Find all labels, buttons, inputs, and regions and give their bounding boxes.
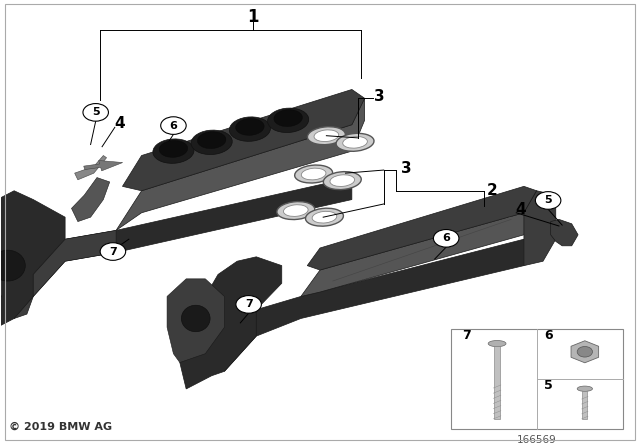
Polygon shape <box>180 257 282 389</box>
Text: 7: 7 <box>462 329 471 342</box>
Circle shape <box>161 117 186 134</box>
Ellipse shape <box>277 202 315 220</box>
Circle shape <box>236 296 261 313</box>
Ellipse shape <box>323 172 361 190</box>
Text: © 2019 BMW AG: © 2019 BMW AG <box>9 422 112 432</box>
Ellipse shape <box>301 168 326 180</box>
Circle shape <box>433 229 459 247</box>
Polygon shape <box>122 90 365 191</box>
Ellipse shape <box>153 139 194 164</box>
Text: 4: 4 <box>515 202 526 217</box>
Circle shape <box>536 192 561 209</box>
Text: 2: 2 <box>486 183 497 198</box>
Bar <box>494 346 500 419</box>
Polygon shape <box>550 220 578 246</box>
Bar <box>582 391 588 419</box>
Ellipse shape <box>229 117 271 141</box>
Ellipse shape <box>284 205 308 216</box>
Ellipse shape <box>159 141 188 157</box>
Ellipse shape <box>274 110 302 126</box>
Ellipse shape <box>307 127 346 145</box>
Text: 6: 6 <box>170 121 177 130</box>
Polygon shape <box>72 177 109 222</box>
Ellipse shape <box>197 132 226 149</box>
Text: 7: 7 <box>109 246 116 257</box>
Polygon shape <box>225 239 524 371</box>
Ellipse shape <box>181 305 210 332</box>
Circle shape <box>100 243 125 260</box>
Ellipse shape <box>294 165 333 183</box>
FancyBboxPatch shape <box>451 329 623 429</box>
Text: 5: 5 <box>544 195 552 206</box>
Text: 6: 6 <box>442 233 450 243</box>
Text: 5: 5 <box>92 108 99 117</box>
Text: 166569: 166569 <box>516 435 557 445</box>
Polygon shape <box>33 177 352 297</box>
Ellipse shape <box>330 175 355 186</box>
Text: 1: 1 <box>247 8 259 26</box>
Ellipse shape <box>488 340 506 347</box>
Polygon shape <box>307 186 537 270</box>
Ellipse shape <box>236 118 264 135</box>
Polygon shape <box>116 98 365 230</box>
Polygon shape <box>75 155 106 180</box>
Polygon shape <box>0 191 65 332</box>
Ellipse shape <box>336 134 374 151</box>
FancyArrow shape <box>84 160 123 171</box>
Polygon shape <box>167 279 225 362</box>
Text: 7: 7 <box>244 299 253 310</box>
Text: 5: 5 <box>544 379 553 392</box>
Ellipse shape <box>305 208 344 226</box>
Polygon shape <box>524 191 556 266</box>
Ellipse shape <box>268 108 308 133</box>
Ellipse shape <box>191 130 232 155</box>
Ellipse shape <box>314 130 339 142</box>
Text: 3: 3 <box>401 161 412 176</box>
Text: 3: 3 <box>374 90 385 104</box>
Text: 6: 6 <box>544 329 553 342</box>
Ellipse shape <box>343 137 367 148</box>
Polygon shape <box>33 230 116 297</box>
Ellipse shape <box>0 250 26 281</box>
Ellipse shape <box>577 386 593 392</box>
Ellipse shape <box>312 211 337 223</box>
Text: 4: 4 <box>114 116 125 131</box>
Polygon shape <box>1 275 33 319</box>
Circle shape <box>83 103 108 121</box>
Circle shape <box>577 346 593 357</box>
Polygon shape <box>301 191 537 297</box>
